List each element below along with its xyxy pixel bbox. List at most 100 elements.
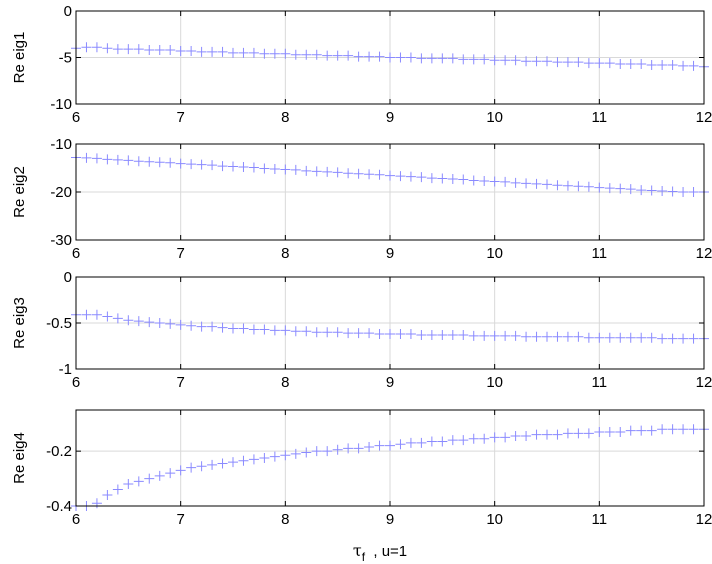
data-point: [311, 327, 322, 338]
data-point: [228, 323, 238, 334]
data-point: [343, 328, 354, 339]
x-tick-label: 6: [72, 245, 80, 262]
data-point: [102, 490, 113, 501]
x-tick-label: 7: [176, 374, 184, 391]
data-point: [280, 164, 291, 175]
data-point: [604, 183, 615, 194]
y-axis-label: Re eig4: [11, 432, 28, 484]
data-point: [353, 443, 364, 454]
data-point: [615, 332, 626, 343]
x-tick-label: 12: [696, 109, 712, 126]
data-point: [269, 163, 280, 174]
data-point: [426, 53, 437, 64]
data-point: [667, 424, 678, 435]
data-point: [144, 156, 155, 167]
x-tick-label: 7: [176, 245, 184, 262]
data-point: [196, 159, 207, 170]
x-tick-label: 11: [592, 374, 608, 391]
data-point: [562, 180, 573, 191]
x-tick-label: 10: [486, 109, 503, 126]
x-tick-label: 7: [176, 511, 184, 528]
x-axis-label-symbol: τ: [353, 541, 362, 560]
data-point: [552, 57, 563, 68]
x-axis-label: τf , u=1: [353, 541, 407, 564]
data-point: [248, 47, 259, 58]
data-point: [154, 157, 165, 168]
data-point: [479, 175, 490, 186]
data-point: [280, 450, 291, 461]
subplot-4: 6 7 8 9 10 11 12 -0.2 -0.4 Re eig4: [11, 409, 712, 528]
data-point: [102, 154, 113, 165]
data-point: [102, 311, 113, 322]
data-point: [81, 309, 92, 320]
data-point: [688, 424, 699, 435]
data-point: [343, 50, 354, 61]
data-point: [479, 433, 490, 444]
y-tick-label: -1: [59, 361, 72, 378]
data-point: [175, 465, 186, 476]
data-point: [165, 45, 176, 56]
data-point: [322, 446, 333, 457]
data-point: [500, 330, 511, 341]
data-point: [489, 176, 500, 187]
data-point: [542, 331, 552, 342]
data-point: [458, 174, 469, 185]
data-point: [500, 176, 511, 187]
data-point: [91, 309, 102, 320]
data-point: [447, 174, 458, 185]
data-point: [625, 184, 636, 195]
data-point: [217, 322, 228, 333]
data-point: [81, 42, 92, 53]
data-point: [332, 50, 343, 61]
data-point: [374, 440, 385, 451]
data-point: [667, 333, 678, 344]
data-point: [395, 52, 406, 63]
data-point: [196, 321, 207, 332]
data-point: [625, 332, 636, 343]
x-axis-label-subscript: f: [362, 550, 366, 564]
data-point: [510, 330, 521, 341]
data-point: [562, 331, 573, 342]
data-point: [332, 327, 343, 338]
data-point: [531, 178, 542, 189]
data-point: [646, 185, 657, 196]
y-axis-label: Re eig1: [11, 32, 28, 84]
data-point: [207, 160, 218, 171]
data-point: [625, 59, 636, 70]
data-point: [531, 429, 542, 440]
data-point: [186, 45, 197, 56]
data-point: [301, 165, 312, 176]
data-point: [500, 55, 511, 66]
data-point: [458, 54, 469, 65]
x-tick-label: 9: [386, 109, 394, 126]
data-point: [81, 152, 92, 163]
data-point: [385, 440, 395, 451]
data-point: [395, 329, 406, 340]
data-point: [144, 317, 155, 328]
axes-frame: [75, 276, 705, 370]
data-point: [217, 46, 228, 57]
data-point: [667, 186, 678, 197]
data-point: [688, 60, 699, 71]
data-point: [123, 315, 134, 326]
data-point: [186, 159, 197, 170]
y-tick-label: -10: [50, 136, 72, 153]
x-tick-label: 6: [72, 374, 80, 391]
x-tick-label: 8: [281, 245, 289, 262]
data-point: [228, 457, 238, 468]
data-point: [510, 177, 521, 188]
data-point: [521, 331, 532, 342]
data-point: [269, 325, 280, 336]
data-point: [510, 55, 521, 66]
data-point: [374, 329, 385, 340]
axes-frame: [75, 10, 705, 105]
data-point: [290, 164, 301, 175]
y-tick-label: -5: [59, 50, 72, 67]
data-point: [301, 49, 312, 60]
data-point: [228, 47, 238, 58]
data-point: [280, 48, 291, 59]
data-point: [144, 45, 155, 56]
data-point: [311, 49, 322, 60]
data-point: [615, 183, 626, 194]
data-point: [615, 59, 626, 70]
